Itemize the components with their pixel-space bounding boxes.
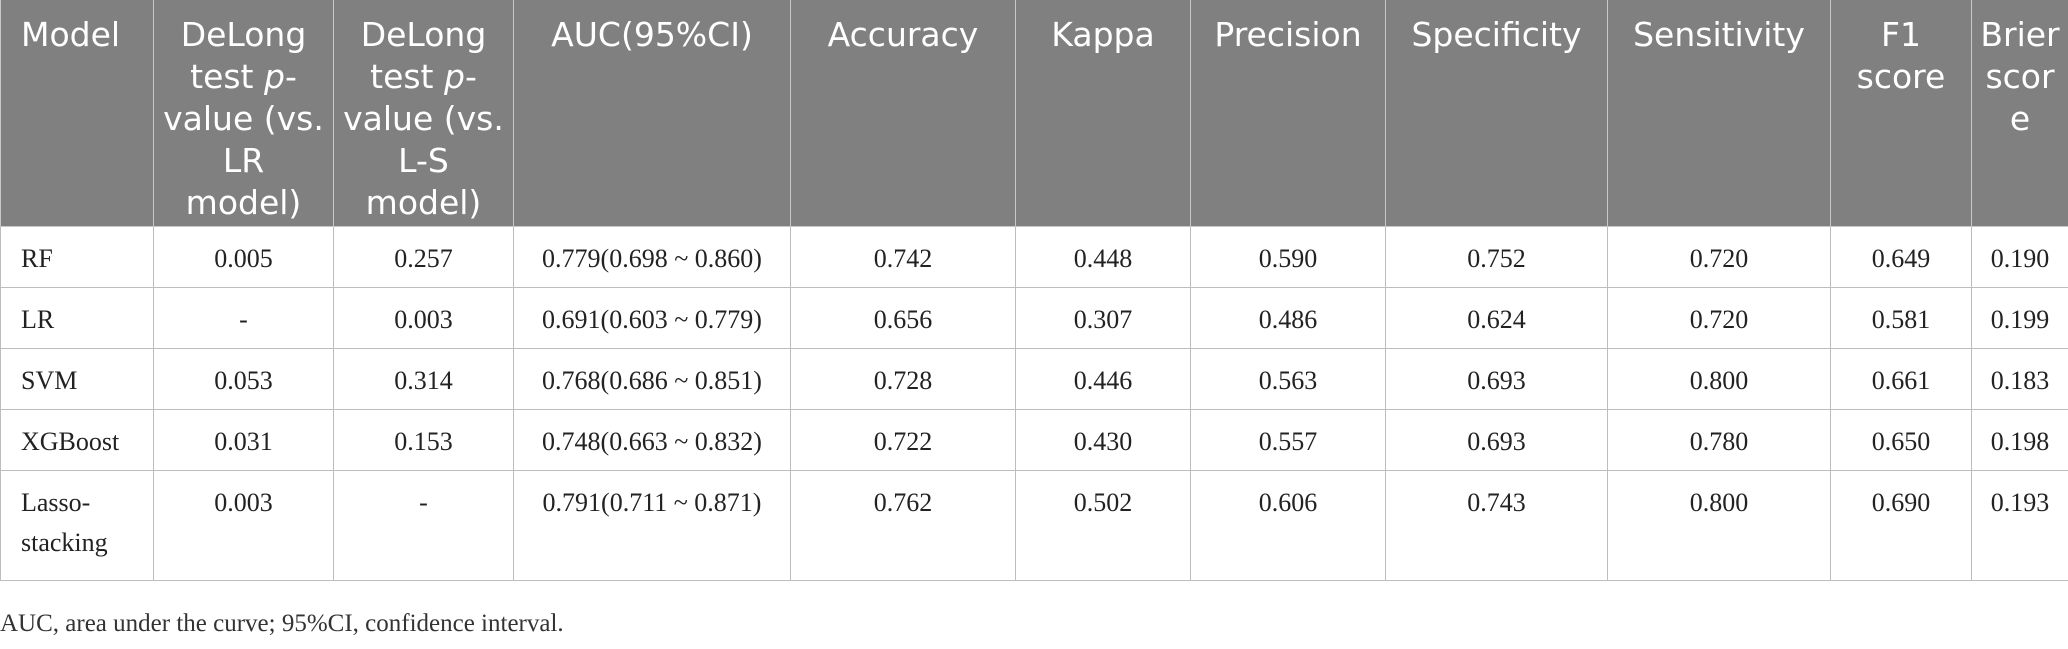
header-brier-score: Brier score bbox=[1971, 0, 2068, 227]
table-header: Model DeLong test p-value (vs. LR model)… bbox=[0, 0, 2068, 227]
table-body: RF 0.005 0.257 0.779(0.698 ~ 0.860) 0.74… bbox=[0, 225, 2068, 581]
cell-auc: 0.791(0.711 ~ 0.871) bbox=[513, 469, 791, 581]
cell-auc: 0.768(0.686 ~ 0.851) bbox=[513, 347, 791, 410]
cell-accuracy: 0.722 bbox=[790, 408, 1016, 471]
cell-precision: 0.606 bbox=[1190, 469, 1386, 581]
cell-f1-score: 0.690 bbox=[1830, 469, 1972, 581]
cell-delong-vs-ls: 0.314 bbox=[333, 347, 514, 410]
cell-precision: 0.590 bbox=[1190, 225, 1386, 288]
table-footnote: AUC, area under the curve; 95%CI, confid… bbox=[0, 610, 564, 637]
header-kappa: Kappa bbox=[1015, 0, 1191, 227]
cell-delong-vs-lr: 0.053 bbox=[153, 347, 334, 410]
cell-model: XGBoost bbox=[0, 408, 154, 471]
header-delong-vs-ls: DeLong test p-value (vs. L-S model) bbox=[333, 0, 514, 227]
cell-f1-score: 0.661 bbox=[1830, 347, 1972, 410]
header-delong-vs-ls-p: p bbox=[444, 57, 465, 96]
cell-accuracy: 0.762 bbox=[790, 469, 1016, 581]
cell-specificity: 0.752 bbox=[1385, 225, 1608, 288]
cell-sensitivity: 0.720 bbox=[1607, 286, 1831, 349]
cell-model: LR bbox=[0, 286, 154, 349]
cell-delong-vs-lr: 0.005 bbox=[153, 225, 334, 288]
cell-brier-score: 0.198 bbox=[1971, 408, 2068, 471]
cell-model: Lasso-stacking bbox=[0, 469, 154, 581]
header-delong-vs-ls-post: -value (vs. L-S model) bbox=[343, 57, 504, 222]
cell-sensitivity: 0.780 bbox=[1607, 408, 1831, 471]
header-auc: AUC(95%CI) bbox=[513, 0, 791, 227]
cell-brier-score: 0.199 bbox=[1971, 286, 2068, 349]
header-row: Model DeLong test p-value (vs. LR model)… bbox=[0, 0, 2068, 227]
header-f1-score: F1 score bbox=[1830, 0, 1972, 227]
cell-sensitivity: 0.800 bbox=[1607, 469, 1831, 581]
header-model: Model bbox=[0, 0, 154, 227]
header-specificity: Specificity bbox=[1385, 0, 1608, 227]
cell-delong-vs-ls: 0.003 bbox=[333, 286, 514, 349]
cell-precision: 0.557 bbox=[1190, 408, 1386, 471]
cell-specificity: 0.743 bbox=[1385, 469, 1608, 581]
cell-sensitivity: 0.720 bbox=[1607, 225, 1831, 288]
cell-brier-score: 0.183 bbox=[1971, 347, 2068, 410]
header-delong-vs-lr: DeLong test p-value (vs. LR model) bbox=[153, 0, 334, 227]
cell-delong-vs-lr: 0.031 bbox=[153, 408, 334, 471]
cell-delong-vs-ls: 0.153 bbox=[333, 408, 514, 471]
cell-auc: 0.691(0.603 ~ 0.779) bbox=[513, 286, 791, 349]
cell-model: RF bbox=[0, 225, 154, 288]
cell-delong-vs-lr: - bbox=[153, 286, 334, 349]
table-row: SVM 0.053 0.314 0.768(0.686 ~ 0.851) 0.7… bbox=[0, 347, 2068, 410]
cell-auc: 0.748(0.663 ~ 0.832) bbox=[513, 408, 791, 471]
cell-precision: 0.563 bbox=[1190, 347, 1386, 410]
cell-delong-vs-ls: - bbox=[333, 469, 514, 581]
results-table-container: Model DeLong test p-value (vs. LR model)… bbox=[0, 0, 2068, 581]
cell-delong-vs-lr: 0.003 bbox=[153, 469, 334, 581]
cell-kappa: 0.430 bbox=[1015, 408, 1191, 471]
cell-specificity: 0.624 bbox=[1385, 286, 1608, 349]
cell-f1-score: 0.581 bbox=[1830, 286, 1972, 349]
cell-specificity: 0.693 bbox=[1385, 408, 1608, 471]
header-accuracy: Accuracy bbox=[790, 0, 1016, 227]
cell-sensitivity: 0.800 bbox=[1607, 347, 1831, 410]
cell-kappa: 0.448 bbox=[1015, 225, 1191, 288]
header-sensitivity: Sensitivity bbox=[1607, 0, 1831, 227]
cell-kappa: 0.502 bbox=[1015, 469, 1191, 581]
cell-f1-score: 0.650 bbox=[1830, 408, 1972, 471]
cell-brier-score: 0.193 bbox=[1971, 469, 2068, 581]
cell-model: SVM bbox=[0, 347, 154, 410]
cell-delong-vs-ls: 0.257 bbox=[333, 225, 514, 288]
header-precision: Precision bbox=[1190, 0, 1386, 227]
cell-f1-score: 0.649 bbox=[1830, 225, 1972, 288]
cell-kappa: 0.307 bbox=[1015, 286, 1191, 349]
header-delong-vs-lr-post: -value (vs. LR model) bbox=[163, 57, 324, 222]
table-row: Lasso-stacking 0.003 - 0.791(0.711 ~ 0.8… bbox=[0, 469, 2068, 581]
table-row: LR - 0.003 0.691(0.603 ~ 0.779) 0.656 0.… bbox=[0, 286, 2068, 349]
cell-accuracy: 0.742 bbox=[790, 225, 1016, 288]
header-delong-vs-ls-pre: DeLong test bbox=[360, 15, 487, 96]
table-row: XGBoost 0.031 0.153 0.748(0.663 ~ 0.832)… bbox=[0, 408, 2068, 471]
model-performance-table: Model DeLong test p-value (vs. LR model)… bbox=[0, 0, 2068, 581]
header-delong-vs-lr-p: p bbox=[264, 57, 285, 96]
cell-kappa: 0.446 bbox=[1015, 347, 1191, 410]
cell-auc: 0.779(0.698 ~ 0.860) bbox=[513, 225, 791, 288]
table-row: RF 0.005 0.257 0.779(0.698 ~ 0.860) 0.74… bbox=[0, 225, 2068, 288]
cell-brier-score: 0.190 bbox=[1971, 225, 2068, 288]
header-delong-vs-lr-pre: DeLong test bbox=[180, 15, 307, 96]
cell-specificity: 0.693 bbox=[1385, 347, 1608, 410]
cell-accuracy: 0.728 bbox=[790, 347, 1016, 410]
cell-accuracy: 0.656 bbox=[790, 286, 1016, 349]
cell-precision: 0.486 bbox=[1190, 286, 1386, 349]
